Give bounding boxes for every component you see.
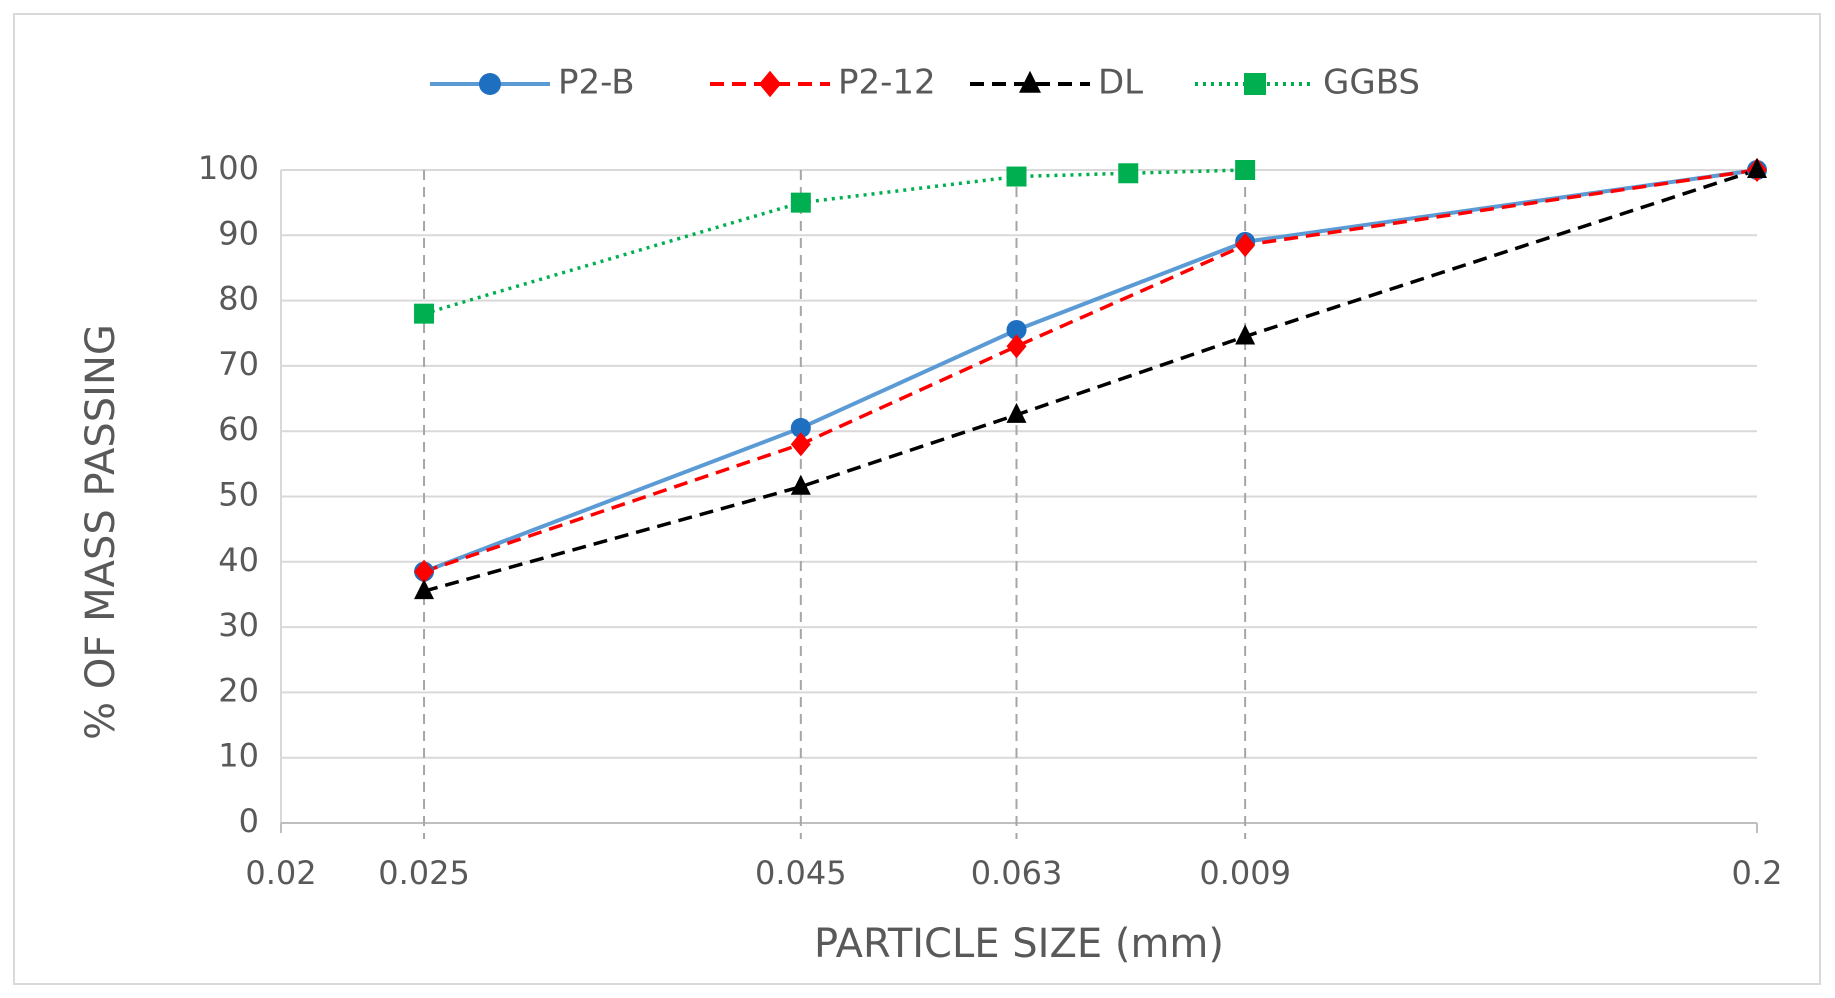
legend-label: GGBS bbox=[1323, 63, 1420, 103]
marker bbox=[479, 73, 501, 95]
chart-frame bbox=[13, 13, 1821, 985]
x-tick-label: 0.063 bbox=[971, 854, 1063, 892]
grid: 0 10 20 30 40 50 60 70 80 90 100 0.02 0.025 0.045 0.06… bbox=[198, 149, 1783, 892]
series-line bbox=[423, 168, 1758, 574]
y-tick-label: 80 bbox=[218, 280, 259, 318]
series-layer bbox=[414, 158, 1767, 600]
x-tick-label: 0.025 bbox=[378, 854, 470, 892]
marker bbox=[414, 303, 435, 324]
y-tick-label: 50 bbox=[218, 476, 259, 514]
marker bbox=[790, 192, 811, 213]
marker bbox=[790, 432, 811, 457]
marker bbox=[1006, 334, 1027, 359]
y-tick-label: 30 bbox=[218, 606, 259, 644]
marker bbox=[790, 417, 811, 438]
y-tick-label: 60 bbox=[218, 410, 259, 448]
marker bbox=[1006, 166, 1027, 187]
marker bbox=[1747, 158, 1767, 178]
marker bbox=[1235, 233, 1256, 258]
marker bbox=[790, 474, 811, 495]
legend-label: P2-B bbox=[558, 63, 635, 103]
marker bbox=[1244, 73, 1266, 95]
y-tick-label: 90 bbox=[218, 214, 259, 252]
x-tick-label: 0.009 bbox=[1199, 854, 1291, 892]
x-tick-label: 0.045 bbox=[755, 854, 847, 892]
marker bbox=[414, 559, 435, 584]
marker bbox=[1006, 402, 1027, 423]
marker bbox=[414, 579, 435, 600]
x-tick-label: 0.2 bbox=[1732, 854, 1783, 892]
x-axis-label: PARTICLE SIZE (mm) bbox=[814, 921, 1224, 967]
marker bbox=[1006, 319, 1027, 340]
y-tick-label: 0 bbox=[239, 802, 259, 840]
y-tick-label: 10 bbox=[218, 737, 259, 775]
legend-label: P2-12 bbox=[838, 63, 936, 103]
y-tick-label: 40 bbox=[218, 541, 259, 579]
y-axis-label: % OF MASS PASSING bbox=[78, 324, 124, 740]
legend-label: DL bbox=[1098, 63, 1143, 103]
marker bbox=[1235, 324, 1256, 345]
marker bbox=[1235, 160, 1256, 180]
marker bbox=[759, 70, 781, 98]
y-tick-label: 100 bbox=[198, 149, 259, 187]
legend: P2-B P2-12 DL GGBS bbox=[430, 63, 1420, 103]
x-tick-label: 0.02 bbox=[245, 854, 316, 892]
marker bbox=[1118, 163, 1139, 184]
marker bbox=[1019, 70, 1041, 93]
y-tick-label: 70 bbox=[218, 345, 259, 383]
y-tick-label: 20 bbox=[218, 671, 259, 709]
